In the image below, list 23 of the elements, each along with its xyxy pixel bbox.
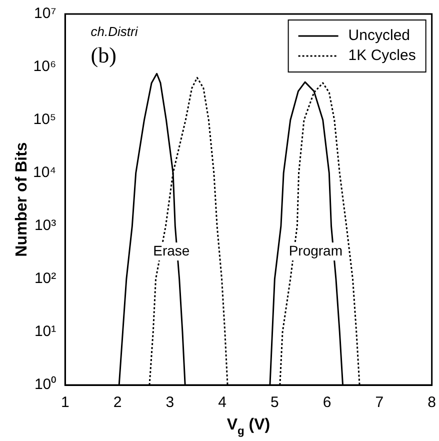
legend-label: 1K Cycles bbox=[348, 47, 416, 64]
y-tick-label: 10⁶ bbox=[33, 58, 56, 76]
x-tick-label: 4 bbox=[218, 394, 226, 412]
annotation: Program bbox=[288, 242, 343, 258]
x-tick-label: 5 bbox=[270, 394, 279, 412]
x-tick-label: 3 bbox=[166, 394, 174, 412]
annotation: Erase bbox=[153, 242, 190, 258]
y-tick-label: 10¹ bbox=[34, 323, 56, 340]
x-tick-label: 6 bbox=[322, 394, 332, 412]
annotation: (b) bbox=[90, 42, 116, 68]
x-tick-label: 2 bbox=[113, 394, 122, 412]
y-tick-label: 10⁴ bbox=[32, 164, 56, 182]
y-tick-label: 10⁵ bbox=[33, 111, 56, 128]
x-tick-label: 8 bbox=[428, 394, 436, 412]
y-tick-label: 10⁰ bbox=[34, 376, 56, 394]
annotation: ch.Distri bbox=[90, 24, 139, 40]
y-tick-label: 10² bbox=[34, 270, 56, 288]
x-tick-label: 7 bbox=[375, 394, 384, 412]
y-tick-label: 10³ bbox=[34, 217, 56, 234]
y-tick-label: 10⁷ bbox=[34, 5, 56, 22]
legend-label: Uncycled bbox=[348, 27, 410, 44]
y-axis-title: Number of Bits bbox=[13, 142, 30, 257]
x-tick-label: 1 bbox=[60, 394, 70, 412]
